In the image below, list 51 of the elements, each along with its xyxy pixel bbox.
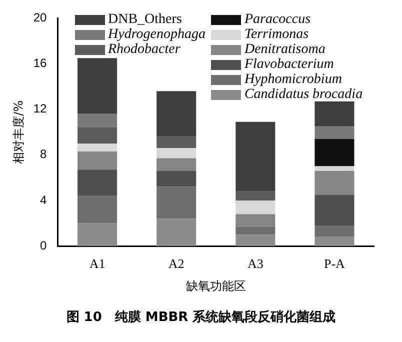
bar	[156, 186, 196, 219]
x-tick-label: P-A	[324, 256, 346, 272]
bar	[314, 194, 354, 226]
legend-label: Candidatus brocadia	[244, 86, 363, 102]
y-tick-label: 0	[40, 238, 48, 252]
x-tick-label: A3	[247, 256, 264, 272]
bar	[156, 91, 196, 137]
bar	[78, 223, 118, 246]
bar	[78, 114, 118, 128]
x-tick-label: A2	[168, 256, 184, 272]
bar	[236, 122, 276, 192]
bar	[236, 191, 276, 200]
bar	[314, 166, 354, 171]
legend-label: Paracoccus	[244, 12, 311, 28]
y-tick-label: 20	[33, 10, 48, 25]
bar	[314, 126, 354, 139]
bar	[156, 136, 196, 148]
bar	[78, 58, 118, 114]
bar	[314, 138, 354, 166]
legend-label: Hydrogenophaga	[108, 26, 206, 42]
bar	[78, 196, 118, 224]
legend-label: DNB_Others	[108, 12, 182, 28]
bar	[236, 200, 276, 214]
bar	[156, 148, 196, 158]
bar	[78, 151, 118, 170]
bar	[78, 170, 118, 196]
bar	[156, 218, 196, 246]
legend-label: Rhodobacter	[108, 42, 180, 58]
y-tick-label: 8	[40, 147, 48, 162]
y-tick-label: 16	[33, 56, 48, 70]
x-axis-title: 缺氧功能区	[186, 278, 246, 293]
bar	[78, 143, 118, 152]
x-tick-label: A1	[89, 256, 106, 272]
y-tick-label: 4	[40, 192, 48, 207]
legend-label: Hyphomicrobium	[244, 72, 342, 88]
legend-label: Denitratisoma	[244, 42, 326, 58]
bar	[236, 234, 276, 246]
y-tick-label: 12	[33, 102, 48, 116]
bar	[156, 170, 196, 187]
bar	[314, 101, 354, 126]
text: 图 10 纯膜 MBBR 系统缺氧段反硝化菌组成	[65, 308, 337, 326]
legend-label: Terrimonas	[244, 26, 309, 42]
bar	[236, 226, 276, 235]
bar	[236, 214, 276, 227]
bar	[314, 236, 354, 246]
bar	[156, 158, 196, 171]
bar	[78, 128, 118, 144]
bar	[314, 226, 354, 237]
legend-label: Flavobacterium	[244, 56, 334, 72]
bar	[314, 170, 354, 195]
y-axis-title: 相对丰度/%	[11, 100, 26, 164]
